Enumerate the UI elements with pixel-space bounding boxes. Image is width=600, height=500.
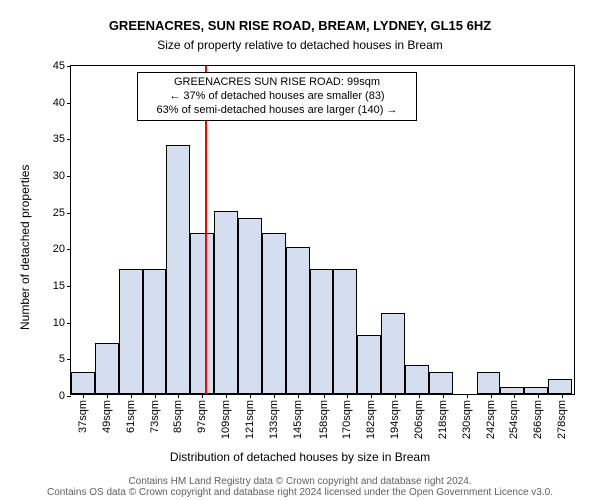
y-tick bbox=[67, 176, 71, 177]
histogram-bar bbox=[500, 387, 524, 394]
x-tick bbox=[83, 394, 84, 398]
annotation-line: GREENACRES SUN RISE ROAD: 99sqm bbox=[144, 76, 410, 90]
histogram-bar bbox=[238, 218, 262, 394]
x-tick bbox=[419, 394, 420, 398]
histogram-bar bbox=[95, 343, 119, 394]
y-tick bbox=[67, 66, 71, 67]
y-tick-label: 45 bbox=[53, 60, 65, 72]
x-tick-label: 133sqm bbox=[268, 400, 280, 439]
x-tick-label: 254sqm bbox=[508, 400, 520, 439]
annotation-line: 63% of semi-detached houses are larger (… bbox=[144, 104, 410, 118]
x-tick-label: 37sqm bbox=[77, 400, 89, 433]
x-tick bbox=[371, 394, 372, 398]
y-tick-label: 30 bbox=[53, 170, 65, 182]
histogram-bar bbox=[286, 247, 310, 394]
x-tick bbox=[467, 394, 468, 398]
x-tick bbox=[514, 394, 515, 398]
x-tick bbox=[107, 394, 108, 398]
x-tick-label: 49sqm bbox=[101, 400, 113, 433]
x-tick bbox=[274, 394, 275, 398]
y-tick bbox=[67, 139, 71, 140]
x-tick bbox=[155, 394, 156, 398]
y-tick-label: 25 bbox=[53, 207, 65, 219]
annotation-box: GREENACRES SUN RISE ROAD: 99sqm← 37% of … bbox=[137, 72, 417, 121]
sub-title: Size of property relative to detached ho… bbox=[0, 38, 600, 52]
y-tick-label: 15 bbox=[53, 280, 65, 292]
x-tick-label: 145sqm bbox=[292, 400, 304, 439]
x-tick-label: 230sqm bbox=[461, 400, 473, 439]
histogram-bar bbox=[524, 387, 548, 394]
histogram-bar bbox=[548, 379, 572, 394]
histogram-bar bbox=[262, 233, 286, 394]
y-tick-label: 35 bbox=[53, 133, 65, 145]
y-tick-label: 0 bbox=[59, 390, 65, 402]
footer-line-2: Contains OS data © Crown copyright and d… bbox=[0, 487, 600, 498]
x-tick-label: 85sqm bbox=[172, 400, 184, 433]
plot-area: 05101520253035404537sqm49sqm61sqm73sqm85… bbox=[70, 65, 575, 395]
x-tick bbox=[202, 394, 203, 398]
x-tick-label: 206sqm bbox=[413, 400, 425, 439]
x-tick-label: 109sqm bbox=[220, 400, 232, 439]
y-tick bbox=[67, 103, 71, 104]
y-tick-label: 20 bbox=[53, 243, 65, 255]
footer-line-1: Contains HM Land Registry data © Crown c… bbox=[0, 476, 600, 487]
x-tick bbox=[538, 394, 539, 398]
x-tick bbox=[395, 394, 396, 398]
y-tick bbox=[67, 396, 71, 397]
histogram-bar bbox=[429, 372, 453, 394]
x-tick bbox=[562, 394, 563, 398]
x-tick-label: 218sqm bbox=[437, 400, 449, 439]
x-tick-label: 194sqm bbox=[389, 400, 401, 439]
x-tick-label: 170sqm bbox=[341, 400, 353, 439]
footer-attribution: Contains HM Land Registry data © Crown c… bbox=[0, 476, 600, 498]
histogram-bar bbox=[310, 269, 334, 394]
x-tick-label: 121sqm bbox=[244, 400, 256, 439]
histogram-bar bbox=[71, 372, 95, 394]
x-tick bbox=[131, 394, 132, 398]
y-tick-label: 10 bbox=[53, 317, 65, 329]
histogram-bar bbox=[357, 335, 381, 394]
x-tick-label: 182sqm bbox=[365, 400, 377, 439]
histogram-bar bbox=[119, 269, 143, 394]
y-tick bbox=[67, 323, 71, 324]
figure: GREENACRES, SUN RISE ROAD, BREAM, LYDNEY… bbox=[0, 0, 600, 500]
x-tick bbox=[491, 394, 492, 398]
histogram-bar bbox=[214, 211, 238, 394]
x-tick bbox=[226, 394, 227, 398]
x-tick-label: 73sqm bbox=[149, 400, 161, 433]
histogram-bar bbox=[333, 269, 357, 394]
x-tick bbox=[178, 394, 179, 398]
histogram-bar bbox=[143, 269, 167, 394]
x-tick-label: 242sqm bbox=[485, 400, 497, 439]
y-axis-label: Number of detached properties bbox=[18, 165, 32, 330]
histogram-bar bbox=[190, 233, 214, 394]
histogram-bar bbox=[381, 313, 405, 394]
x-tick bbox=[347, 394, 348, 398]
histogram-bar bbox=[166, 145, 190, 394]
x-tick bbox=[324, 394, 325, 398]
y-tick-label: 40 bbox=[53, 97, 65, 109]
x-tick-label: 97sqm bbox=[196, 400, 208, 433]
y-tick bbox=[67, 359, 71, 360]
y-tick bbox=[67, 213, 71, 214]
histogram-bar bbox=[477, 372, 501, 394]
x-tick bbox=[298, 394, 299, 398]
x-tick bbox=[443, 394, 444, 398]
x-tick-label: 266sqm bbox=[532, 400, 544, 439]
y-tick-label: 5 bbox=[59, 353, 65, 365]
histogram-bar bbox=[405, 365, 429, 394]
x-tick bbox=[250, 394, 251, 398]
x-tick-label: 61sqm bbox=[125, 400, 137, 433]
main-title: GREENACRES, SUN RISE ROAD, BREAM, LYDNEY… bbox=[0, 18, 600, 33]
y-tick bbox=[67, 249, 71, 250]
y-tick bbox=[67, 286, 71, 287]
x-tick-label: 278sqm bbox=[556, 400, 568, 439]
x-tick-label: 158sqm bbox=[318, 400, 330, 439]
annotation-line: ← 37% of detached houses are smaller (83… bbox=[144, 90, 410, 104]
x-axis-label: Distribution of detached houses by size … bbox=[0, 450, 600, 464]
